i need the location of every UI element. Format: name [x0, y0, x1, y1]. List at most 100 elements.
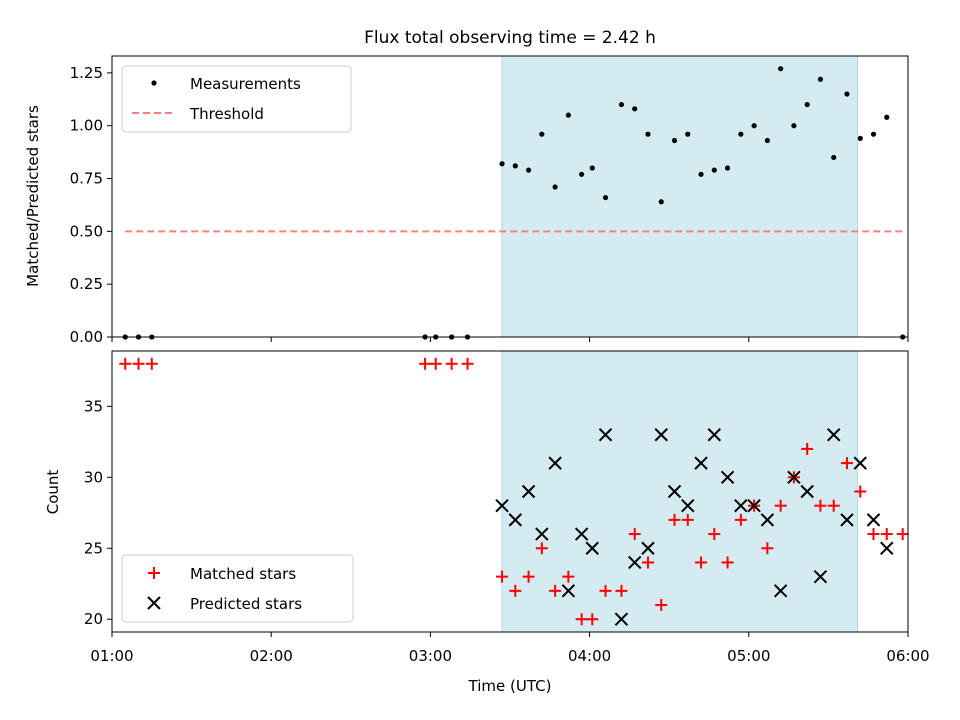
shaded-span [501, 350, 859, 633]
top-legend: Measurements Threshold [121, 65, 352, 133]
measurement-point [539, 131, 545, 137]
measurement-point [804, 101, 810, 108]
predicted-star-point [880, 541, 894, 555]
measurement-point [658, 199, 664, 205]
matched-star-point [445, 357, 458, 370]
predicted-star-point [681, 498, 695, 513]
x-tick-label: 06:00 [886, 647, 929, 665]
top-plot-frame [111, 55, 909, 338]
predicted-stars-points [495, 428, 894, 626]
legend-predicted-marker [147, 596, 161, 610]
measurement-point [778, 66, 784, 72]
measurement-point [579, 171, 585, 177]
predicted-star-point [773, 584, 788, 598]
measurement-point [857, 135, 863, 141]
matched-star-point [429, 357, 442, 370]
matched-star-point [774, 499, 787, 512]
matched-star-point [668, 513, 681, 526]
matched-star-point [575, 613, 588, 626]
matched-stars-points [119, 357, 909, 626]
matched-star-point [145, 357, 158, 370]
bottom-plot-frame [111, 350, 909, 633]
y-tick-label: 1.25 [70, 64, 103, 82]
predicted-star-point [840, 513, 854, 527]
predicted-star-point [787, 470, 801, 485]
measurement-point [764, 137, 770, 144]
measurement-point [738, 131, 744, 137]
x-tick-label: 03:00 [409, 647, 452, 665]
measurement-point [791, 123, 797, 129]
y-tick-label: 0.00 [70, 328, 103, 346]
predicted-star-point [826, 428, 841, 442]
measurement-point [602, 194, 609, 201]
measurement-point [884, 114, 890, 120]
y-tick-label: 0.50 [70, 222, 103, 240]
y-tick-label: 25 [84, 539, 103, 557]
measurement-point [698, 171, 704, 177]
predicted-star-point [508, 513, 523, 527]
predicted-star-point [760, 513, 775, 527]
y-tick-label: 30 [84, 468, 103, 486]
matched-star-point [655, 599, 668, 612]
y-tick-label: 20 [84, 610, 103, 628]
measurement-point [645, 131, 651, 137]
measurement-point [724, 165, 731, 171]
measurement-point [711, 167, 717, 173]
shaded-span [501, 55, 859, 338]
legend-measurements-label: Measurements [190, 75, 301, 93]
matched-star-point [721, 556, 734, 569]
matched-star-point [734, 513, 747, 526]
legend-threshold-label: Threshold [189, 105, 264, 123]
matched-star-point [496, 570, 509, 583]
matched-star-point [535, 542, 548, 555]
y-tick-label: 0.75 [70, 170, 103, 188]
matched-star-point [867, 528, 880, 541]
matched-star-point [549, 584, 562, 597]
legend-measurements-marker [151, 80, 157, 86]
bottom-x-axis-ticks: 01:00 02:00 03:00 04:00 05:00 06:00 [90, 632, 930, 665]
predicted-star-point [853, 456, 867, 470]
predicted-star-point [627, 555, 642, 570]
legend-predicted-label: Predicted stars [190, 595, 302, 613]
x-axis-label: Time (UTC) [468, 677, 552, 695]
predicted-star-point [734, 498, 748, 513]
predicted-star-point [585, 541, 599, 555]
matched-star-point [801, 442, 814, 455]
measurement-point [685, 131, 691, 137]
measurement-point [870, 131, 877, 137]
measurement-point [512, 163, 518, 169]
measurement-point [751, 123, 757, 129]
top-x-axis-ticks [111, 337, 909, 342]
observing-span-top [501, 55, 859, 338]
matched-star-point [562, 570, 575, 583]
measurement-point [671, 137, 678, 144]
predicted-star-point [548, 456, 562, 470]
matched-star-point [586, 613, 599, 626]
bottom-y-axis-ticks: 20 25 30 35 [84, 397, 112, 628]
predicted-star-point [614, 612, 629, 626]
matched-star-point [708, 528, 721, 541]
matched-star-point [880, 528, 893, 541]
matched-star-point [641, 556, 654, 569]
y-tick-label: 1.00 [70, 117, 103, 135]
matched-star-point [840, 457, 853, 470]
matched-star-point [628, 528, 641, 541]
predicted-star-point [667, 484, 682, 499]
x-tick-label: 02:00 [250, 647, 293, 665]
bottom-y-axis-label: Count [44, 470, 62, 515]
predicted-star-point [694, 456, 708, 470]
measurement-point [632, 106, 638, 112]
matched-star-point [814, 499, 827, 512]
predicted-star-point [495, 498, 509, 513]
bottom-legend: Matched stars Predicted stars [121, 554, 354, 623]
predicted-star-point [747, 498, 761, 513]
measurement-point [589, 165, 595, 171]
top-y-axis-label: Matched/Predicted stars [24, 105, 42, 287]
predicted-star-point [813, 569, 828, 584]
predicted-star-point [800, 484, 814, 499]
predicted-star-point [654, 428, 668, 442]
matched-star-point [599, 584, 612, 597]
chart-title: Flux total observing time = 2.42 h [364, 28, 656, 48]
measurement-point [565, 112, 571, 118]
